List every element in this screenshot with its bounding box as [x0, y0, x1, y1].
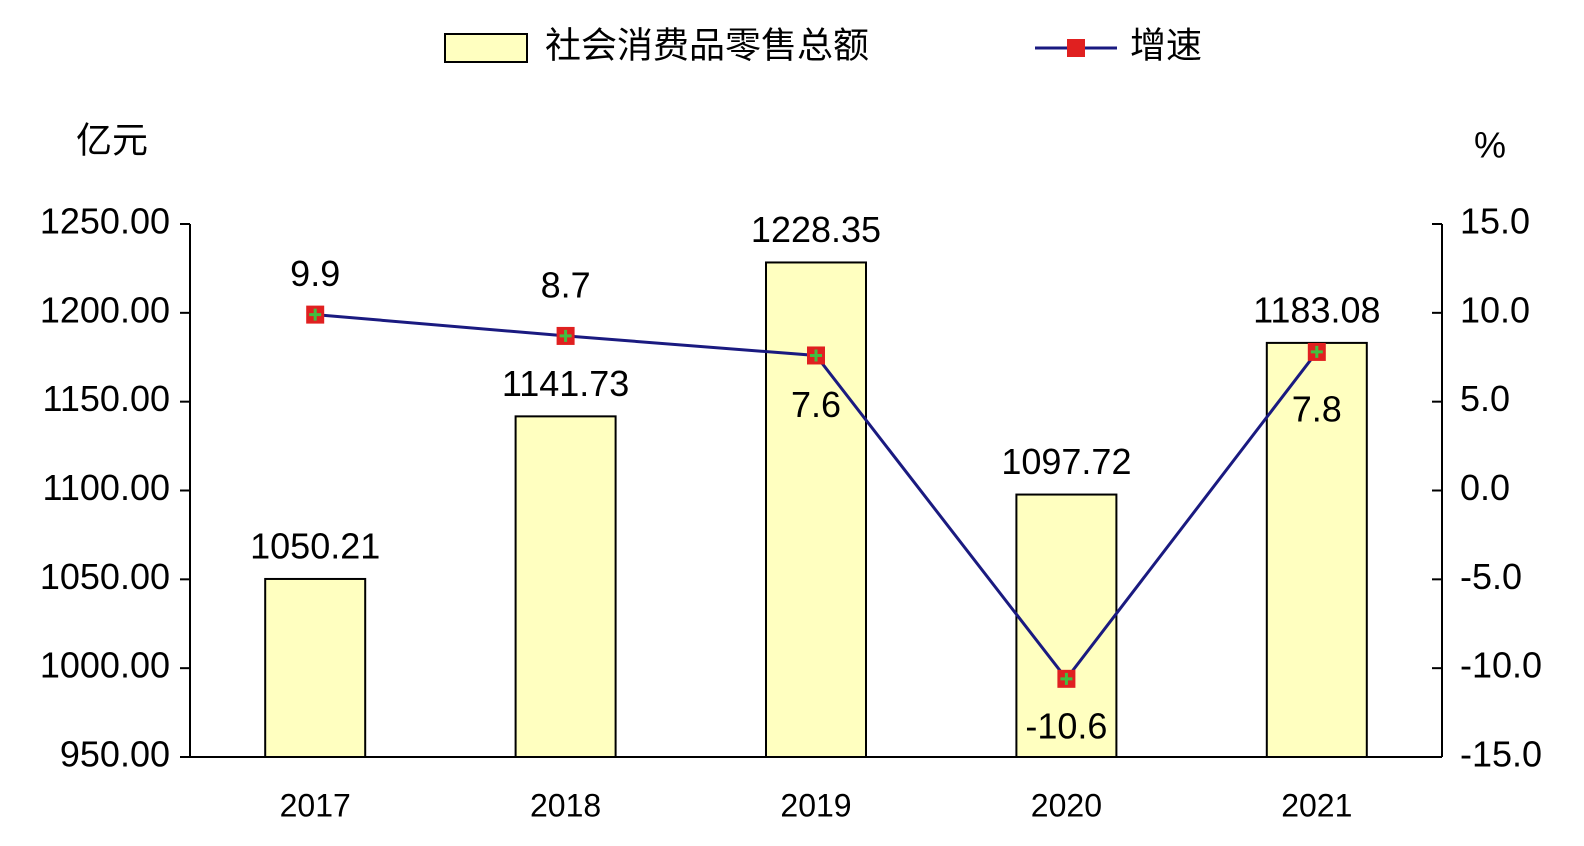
line-marker	[306, 305, 325, 324]
y2-tick-label: -5.0	[1460, 556, 1522, 597]
y-tick-label: 1100.00	[43, 467, 170, 508]
x-tick-label: 2020	[1031, 787, 1102, 823]
line-value-label: 7.8	[1292, 388, 1342, 429]
bar	[1265, 341, 1368, 758]
bar-value-label: 1228.35	[751, 209, 881, 250]
bar	[264, 577, 367, 758]
marker-plus	[1310, 345, 1323, 358]
y-tick-label: 1050.00	[40, 556, 170, 597]
line-marker	[1307, 342, 1326, 361]
line-marker	[556, 326, 575, 345]
x-tick-label: 2021	[1281, 787, 1352, 823]
line-value-label: 7.6	[791, 384, 841, 425]
y2-tick-label: 0.0	[1460, 467, 1510, 508]
bar-value-label: 1141.73	[502, 363, 629, 404]
legend-label: 社会消费品零售总额	[545, 25, 869, 66]
legend-swatch	[444, 33, 528, 63]
bar	[1015, 493, 1118, 758]
y2-tick-label: 10.0	[1460, 289, 1530, 330]
legend-marker	[1067, 39, 1085, 57]
y2-tick-label: 15.0	[1460, 201, 1530, 242]
y2-tick-label: -10.0	[1460, 645, 1542, 686]
x-tick-label: 2017	[280, 787, 351, 823]
y2-tick-label: 5.0	[1460, 378, 1510, 419]
line-value-label: -10.6	[1025, 705, 1107, 746]
line-marker	[1057, 669, 1076, 688]
y-tick-label: 1150.00	[43, 378, 170, 419]
x-tick-label: 2019	[780, 787, 851, 823]
legend-label: 增速	[1130, 25, 1202, 66]
y-axis-title: 亿元	[76, 120, 148, 161]
bar-value-label: 1050.21	[250, 525, 380, 566]
line-value-label: 9.9	[290, 253, 340, 294]
line-value-label: 8.7	[541, 264, 591, 305]
bar-value-label: 1097.72	[1001, 441, 1131, 482]
bar	[514, 415, 617, 758]
y-tick-label: 1000.00	[40, 645, 170, 686]
marker-plus	[1060, 672, 1073, 685]
y2-axis-title: %	[1474, 125, 1506, 166]
bar	[765, 261, 867, 758]
x-tick-label: 2018	[530, 787, 601, 823]
y-tick-label: 950.00	[60, 734, 170, 775]
y-tick-label: 1200.00	[40, 289, 170, 330]
bar-value-label: 1183.08	[1253, 289, 1380, 330]
marker-plus	[810, 349, 822, 362]
marker-plus	[309, 308, 322, 321]
y2-tick-label: -15.0	[1460, 734, 1542, 775]
y-tick-label: 1250.00	[40, 201, 170, 242]
marker-plus	[559, 329, 572, 342]
line-marker	[807, 346, 825, 365]
